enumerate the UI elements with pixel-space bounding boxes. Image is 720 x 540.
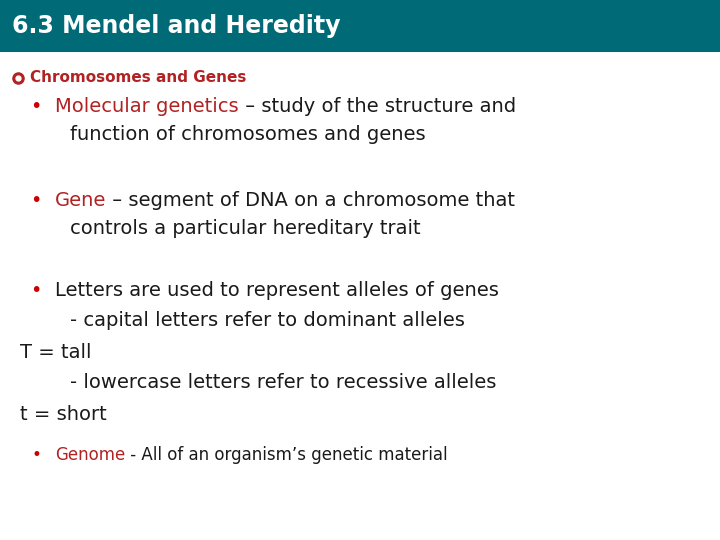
Text: Molecular genetics: Molecular genetics	[55, 98, 238, 117]
Text: Genome: Genome	[55, 446, 125, 464]
Text: 6.3 Mendel and Heredity: 6.3 Mendel and Heredity	[12, 14, 341, 38]
Text: function of chromosomes and genes: function of chromosomes and genes	[70, 125, 426, 145]
Text: T = tall: T = tall	[20, 342, 91, 361]
FancyBboxPatch shape	[0, 0, 720, 52]
Text: •: •	[31, 446, 41, 464]
Text: - lowercase letters refer to recessive alleles: - lowercase letters refer to recessive a…	[70, 373, 496, 392]
Text: Letters are used to represent alleles of genes: Letters are used to represent alleles of…	[55, 281, 499, 300]
Text: - capital letters refer to dominant alleles: - capital letters refer to dominant alle…	[70, 310, 465, 329]
Text: t = short: t = short	[20, 404, 107, 423]
Text: – study of the structure and: – study of the structure and	[238, 98, 516, 117]
Text: – segment of DNA on a chromosome that: – segment of DNA on a chromosome that	[107, 191, 516, 210]
Text: Gene: Gene	[55, 191, 107, 210]
Text: controls a particular hereditary trait: controls a particular hereditary trait	[70, 219, 420, 238]
Text: •: •	[30, 281, 42, 300]
Text: - All of an organism’s genetic material: - All of an organism’s genetic material	[125, 446, 448, 464]
Text: •: •	[30, 98, 42, 117]
Text: •: •	[30, 191, 42, 210]
Text: Chromosomes and Genes: Chromosomes and Genes	[30, 71, 246, 85]
